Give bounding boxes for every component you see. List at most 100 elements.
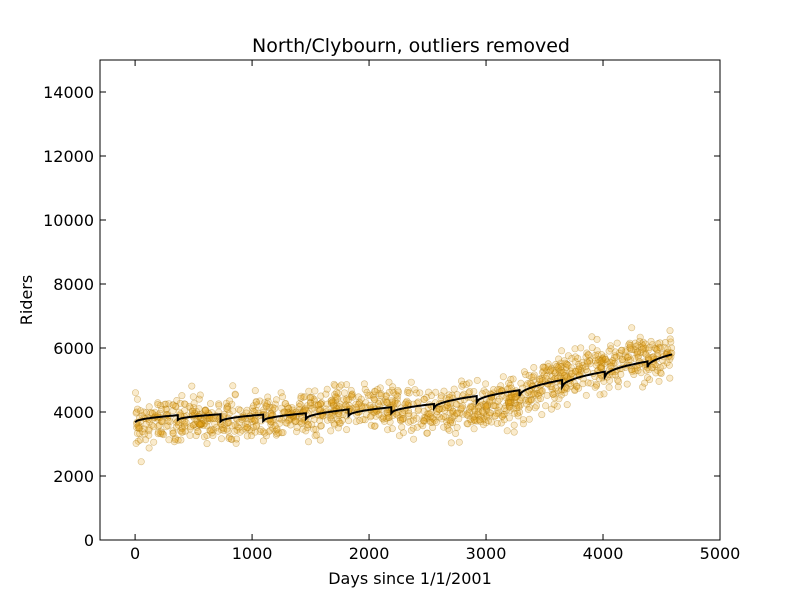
scatter-point [599, 356, 607, 364]
scatter-point [178, 424, 186, 432]
scatter-point [366, 391, 374, 399]
scatter-point [386, 418, 394, 426]
scatter-point [273, 430, 281, 438]
scatter-point [540, 363, 548, 371]
scatter-point [618, 356, 626, 364]
scatter-point [256, 427, 264, 435]
scatter-point [252, 398, 260, 406]
scatter-point [398, 423, 406, 431]
scatter-point [169, 429, 177, 437]
scatter-point [394, 388, 402, 396]
scatter-point [235, 424, 243, 432]
scatter-point [479, 421, 487, 429]
scatter-point [250, 423, 258, 431]
scatter-point [297, 401, 305, 409]
scatter-point [206, 426, 214, 434]
scatter-point [537, 387, 545, 395]
scatter-point [505, 401, 513, 409]
scatter-point [158, 430, 166, 438]
scatter-point [310, 397, 318, 405]
scatter-point [547, 405, 555, 413]
scatter-point [424, 413, 432, 421]
scatter-point [164, 422, 172, 430]
scatter-point [586, 357, 594, 365]
scatter-point [348, 391, 356, 399]
scatter-point [425, 388, 433, 396]
scatter-point [609, 371, 617, 379]
scatter-point [383, 399, 391, 407]
scatter-point [606, 376, 614, 384]
scatter-point [199, 421, 207, 429]
scatter-point [132, 409, 140, 417]
scatter-point [613, 339, 621, 347]
scatter-point [347, 386, 355, 394]
scatter-point [357, 395, 365, 403]
scatter-point [203, 422, 211, 430]
scatter-point [133, 408, 141, 416]
scatter-point [266, 426, 274, 434]
scatter-point [139, 428, 147, 436]
scatter-point [297, 415, 305, 423]
scatter-point [499, 411, 507, 419]
scatter-point [643, 373, 651, 381]
scatter-point [504, 399, 512, 407]
scatter-point [170, 438, 178, 446]
scatter-point [179, 428, 187, 436]
scatter-point [511, 393, 519, 401]
scatter-point [628, 367, 636, 375]
scatter-point [207, 400, 215, 408]
scatter-point [396, 416, 404, 424]
scatter-point [571, 353, 579, 361]
scatter-point [593, 359, 601, 367]
scatter-point [551, 394, 559, 402]
scatter-point [145, 444, 153, 452]
scatter-point [206, 427, 214, 435]
scatter-point [349, 393, 357, 401]
scatter-point [507, 393, 515, 401]
scatter-point [327, 397, 335, 405]
scatter-point [428, 418, 436, 426]
scatter-point [336, 400, 344, 408]
scatter-point [464, 420, 472, 428]
scatter-point [190, 421, 198, 429]
scatter-point [317, 392, 325, 400]
scatter-point [443, 418, 451, 426]
scatter-point [446, 419, 454, 427]
scatter-point [653, 346, 661, 354]
scatter-point [600, 359, 608, 367]
scatter-point [543, 391, 551, 399]
y-axis-label: Riders [17, 275, 36, 325]
scatter-point [474, 404, 482, 412]
scatter-point [547, 383, 555, 391]
scatter-point [519, 416, 527, 424]
scatter-point [354, 400, 362, 408]
scatter-point [542, 374, 550, 382]
scatter-point [634, 366, 642, 374]
scatter-point [554, 366, 562, 374]
scatter-point [611, 352, 619, 360]
scatter-point [449, 407, 457, 415]
scatter-point [600, 390, 608, 398]
scatter-point [633, 350, 641, 358]
scatter-point [148, 409, 156, 417]
scatter-point [304, 438, 312, 446]
scatter-point [164, 417, 172, 425]
scatter-point [543, 372, 551, 380]
scatter-point [613, 376, 621, 384]
scatter-point [181, 427, 189, 435]
scatter-point [465, 408, 473, 416]
scatter-point [557, 362, 565, 370]
scatter-point [166, 417, 174, 425]
scatter-point [291, 418, 299, 426]
scatter-point [593, 347, 601, 355]
scatter-point [249, 407, 257, 415]
scatter-point [644, 346, 652, 354]
scatter-point [229, 382, 237, 390]
scatter-point [666, 327, 674, 335]
scatter-point [502, 407, 510, 415]
scatter-point [345, 396, 353, 404]
scatter-point [660, 343, 668, 351]
scatter-point [618, 346, 626, 354]
scatter-point [503, 427, 511, 435]
scatter-point [295, 403, 303, 411]
